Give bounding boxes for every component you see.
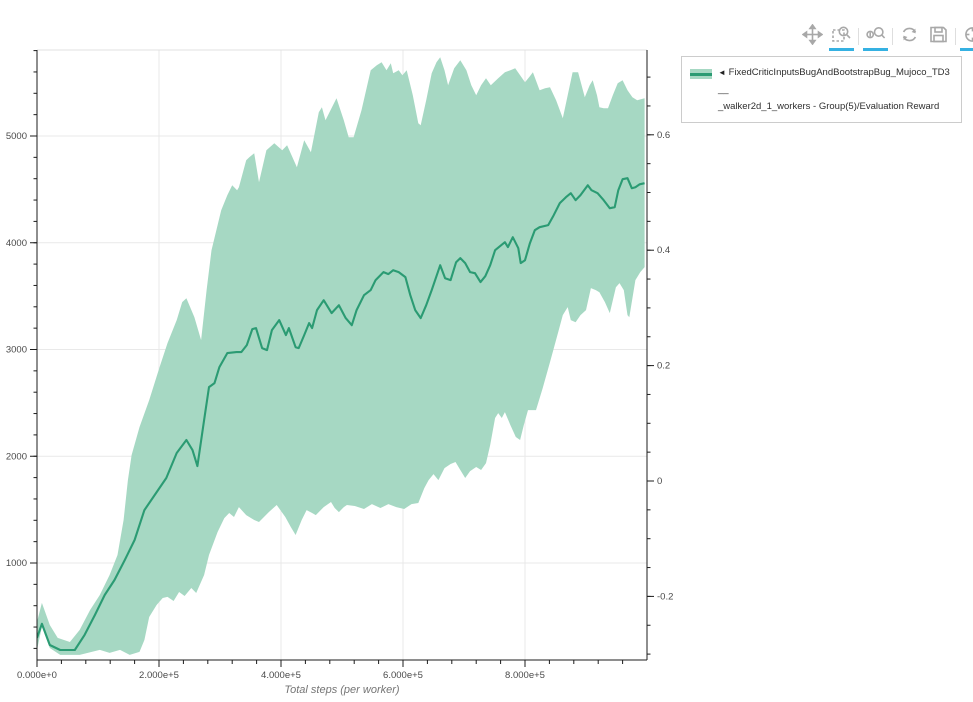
box-zoom-tool-button[interactable] [829,22,854,51]
y-right-tick-label: 0 [657,476,662,487]
reset-tool-button[interactable] [897,22,922,51]
y-left-tick-label: 4000 [6,238,27,249]
y-right-tick-label: 0.2 [657,361,670,372]
wheel-zoom-icon [866,27,886,39]
y-left-tick-label: 3000 [6,345,27,356]
toolbar-separator [955,28,956,45]
pan-icon [802,24,823,45]
x-tick-label: 2.000e+5 [139,670,179,681]
legend-box[interactable]: ◄ FixedCriticInputsBugAndBootstrapBug_Mu… [681,56,962,123]
toolbar-separator [892,28,893,45]
toolbar-separator [858,28,859,45]
x-tick-label: 6.000e+5 [383,670,423,681]
mean-reward-line [37,177,645,652]
legend-label-line2: _walker2d_1_workers - Group(5)/Evaluatio… [718,101,940,112]
x-tick-label: 4.000e+5 [261,670,301,681]
box-zoom-icon [832,26,851,42]
y-right-tick-label: -0.2 [657,591,673,602]
y-left-tick-label: 5000 [6,131,27,142]
legend-swatch-line [690,72,712,76]
wheel-zoom-tool-button[interactable] [863,22,888,51]
hover-icon [965,27,973,42]
confidence-band [37,57,645,655]
legend-label: ◄ FixedCriticInputsBugAndBootstrapBug_Mu… [718,64,955,115]
x-tick-label: 0.000e+0 [17,670,57,681]
reset-icon [902,27,917,42]
save-tool-button[interactable] [926,22,951,51]
hover-tool-button[interactable] [960,22,973,51]
pan-tool-button[interactable] [800,22,825,51]
x-axis-label: Total steps (per worker) [284,684,399,696]
save-icon [930,26,947,43]
x-tick-label: 8.000e+5 [505,670,545,681]
bokeh-toolbar [800,22,973,51]
legend-swatch [690,69,712,79]
y-left-tick-label: 2000 [6,451,27,462]
y-left-tick-label: 1000 [6,558,27,569]
y-right-tick-label: 0.6 [657,130,670,141]
legend-collapse-marker[interactable]: ◄ [718,68,726,77]
legend-label-line1: FixedCriticInputsBugAndBootstrapBug_Mujo… [718,67,950,95]
y-right-tick-label: 0.4 [657,245,670,256]
